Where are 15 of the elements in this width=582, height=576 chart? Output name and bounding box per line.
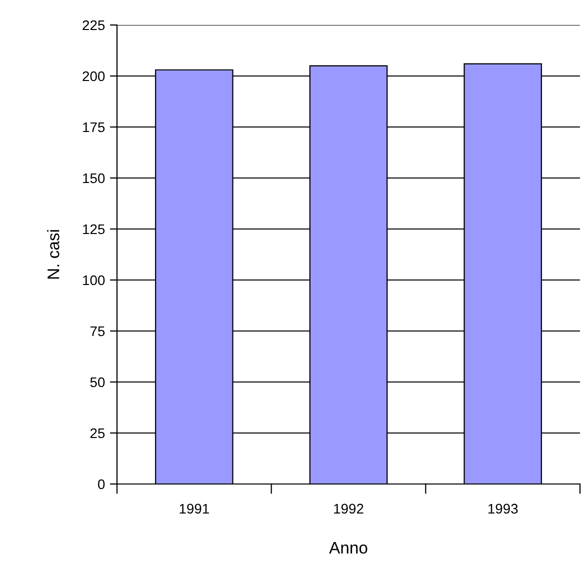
y-tick-label: 25	[90, 428, 105, 438]
x-tick-label: 1991	[180, 504, 209, 514]
y-tick-label: 100	[83, 275, 105, 286]
y-tick-label: 50	[90, 377, 105, 388]
y-tick-label: 125	[83, 224, 105, 234]
y-tick-label: 175	[83, 122, 105, 132]
y-tick-label: 75	[90, 326, 105, 336]
y-tick-label: 225	[82, 20, 105, 30]
y-axis-title: N. casi	[47, 230, 60, 279]
x-tick-label: 1992	[334, 504, 364, 514]
y-tick-label: 200	[82, 71, 105, 82]
y-tick-label: 150	[83, 173, 105, 184]
x-axis-title: Anno	[329, 542, 368, 554]
y-tick-label: 0	[98, 479, 105, 490]
x-tick-label: 1993	[488, 504, 518, 514]
